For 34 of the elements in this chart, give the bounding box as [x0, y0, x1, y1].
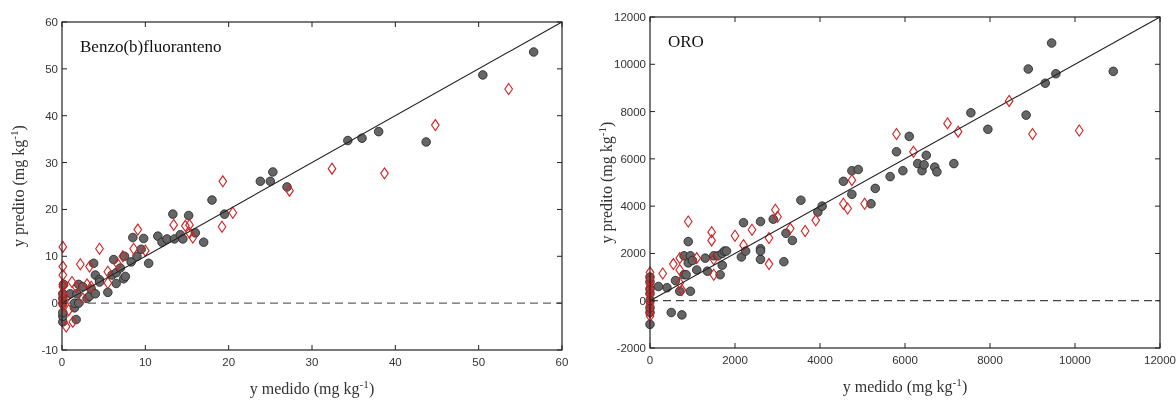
x-tick-label: 0 — [646, 354, 654, 366]
y-tick-label: 30 — [45, 156, 58, 169]
y-tick-label: 10 — [45, 250, 58, 263]
y-tick-label: 8000 — [620, 105, 646, 118]
text: Benzo(b)fluoranteno — [80, 37, 222, 56]
y-tick-label: -10 — [41, 344, 58, 356]
y-tick-label: 2000 — [620, 247, 646, 260]
y-tick-label: -2000 — [616, 342, 646, 354]
x-tick-label: 10000 — [1059, 354, 1091, 366]
x-tick-label: 20 — [222, 356, 236, 368]
x-tick-label: 4000 — [807, 354, 833, 366]
y-tick-label: 50 — [45, 62, 58, 75]
y-tick-label: 20 — [45, 203, 58, 216]
x-axis-title: y medido (mg kg$^{-1}$) — [842, 376, 968, 396]
x-tick-label: 8000 — [977, 354, 1003, 366]
y-tick-label: 4000 — [620, 200, 646, 213]
x-tick-label: 2000 — [722, 354, 748, 366]
x-tick-label: 40 — [388, 356, 402, 368]
x-tick-label: 30 — [305, 356, 319, 368]
y-tick-label: 60 — [45, 16, 58, 28]
y-tick-label: 40 — [45, 109, 58, 122]
x-tick-label: 12000 — [1144, 354, 1176, 366]
y-tick-label: 6000 — [620, 152, 646, 165]
y-tick-label: 0 — [639, 294, 646, 307]
y-tick-label: 0 — [51, 297, 58, 310]
x-tick-label: 10 — [138, 356, 152, 368]
text: ORO — [668, 32, 704, 51]
x-tick-label: 0 — [58, 356, 66, 368]
x-tick-label: 6000 — [892, 354, 918, 366]
x-tick-label: 60 — [555, 356, 569, 368]
y-tick-label: 10000 — [614, 58, 646, 71]
x-tick-label: 50 — [472, 356, 486, 368]
x-axis-title: y medido (mg kg$^{-1}$) — [249, 378, 375, 398]
y-tick-label: 12000 — [614, 11, 646, 23]
